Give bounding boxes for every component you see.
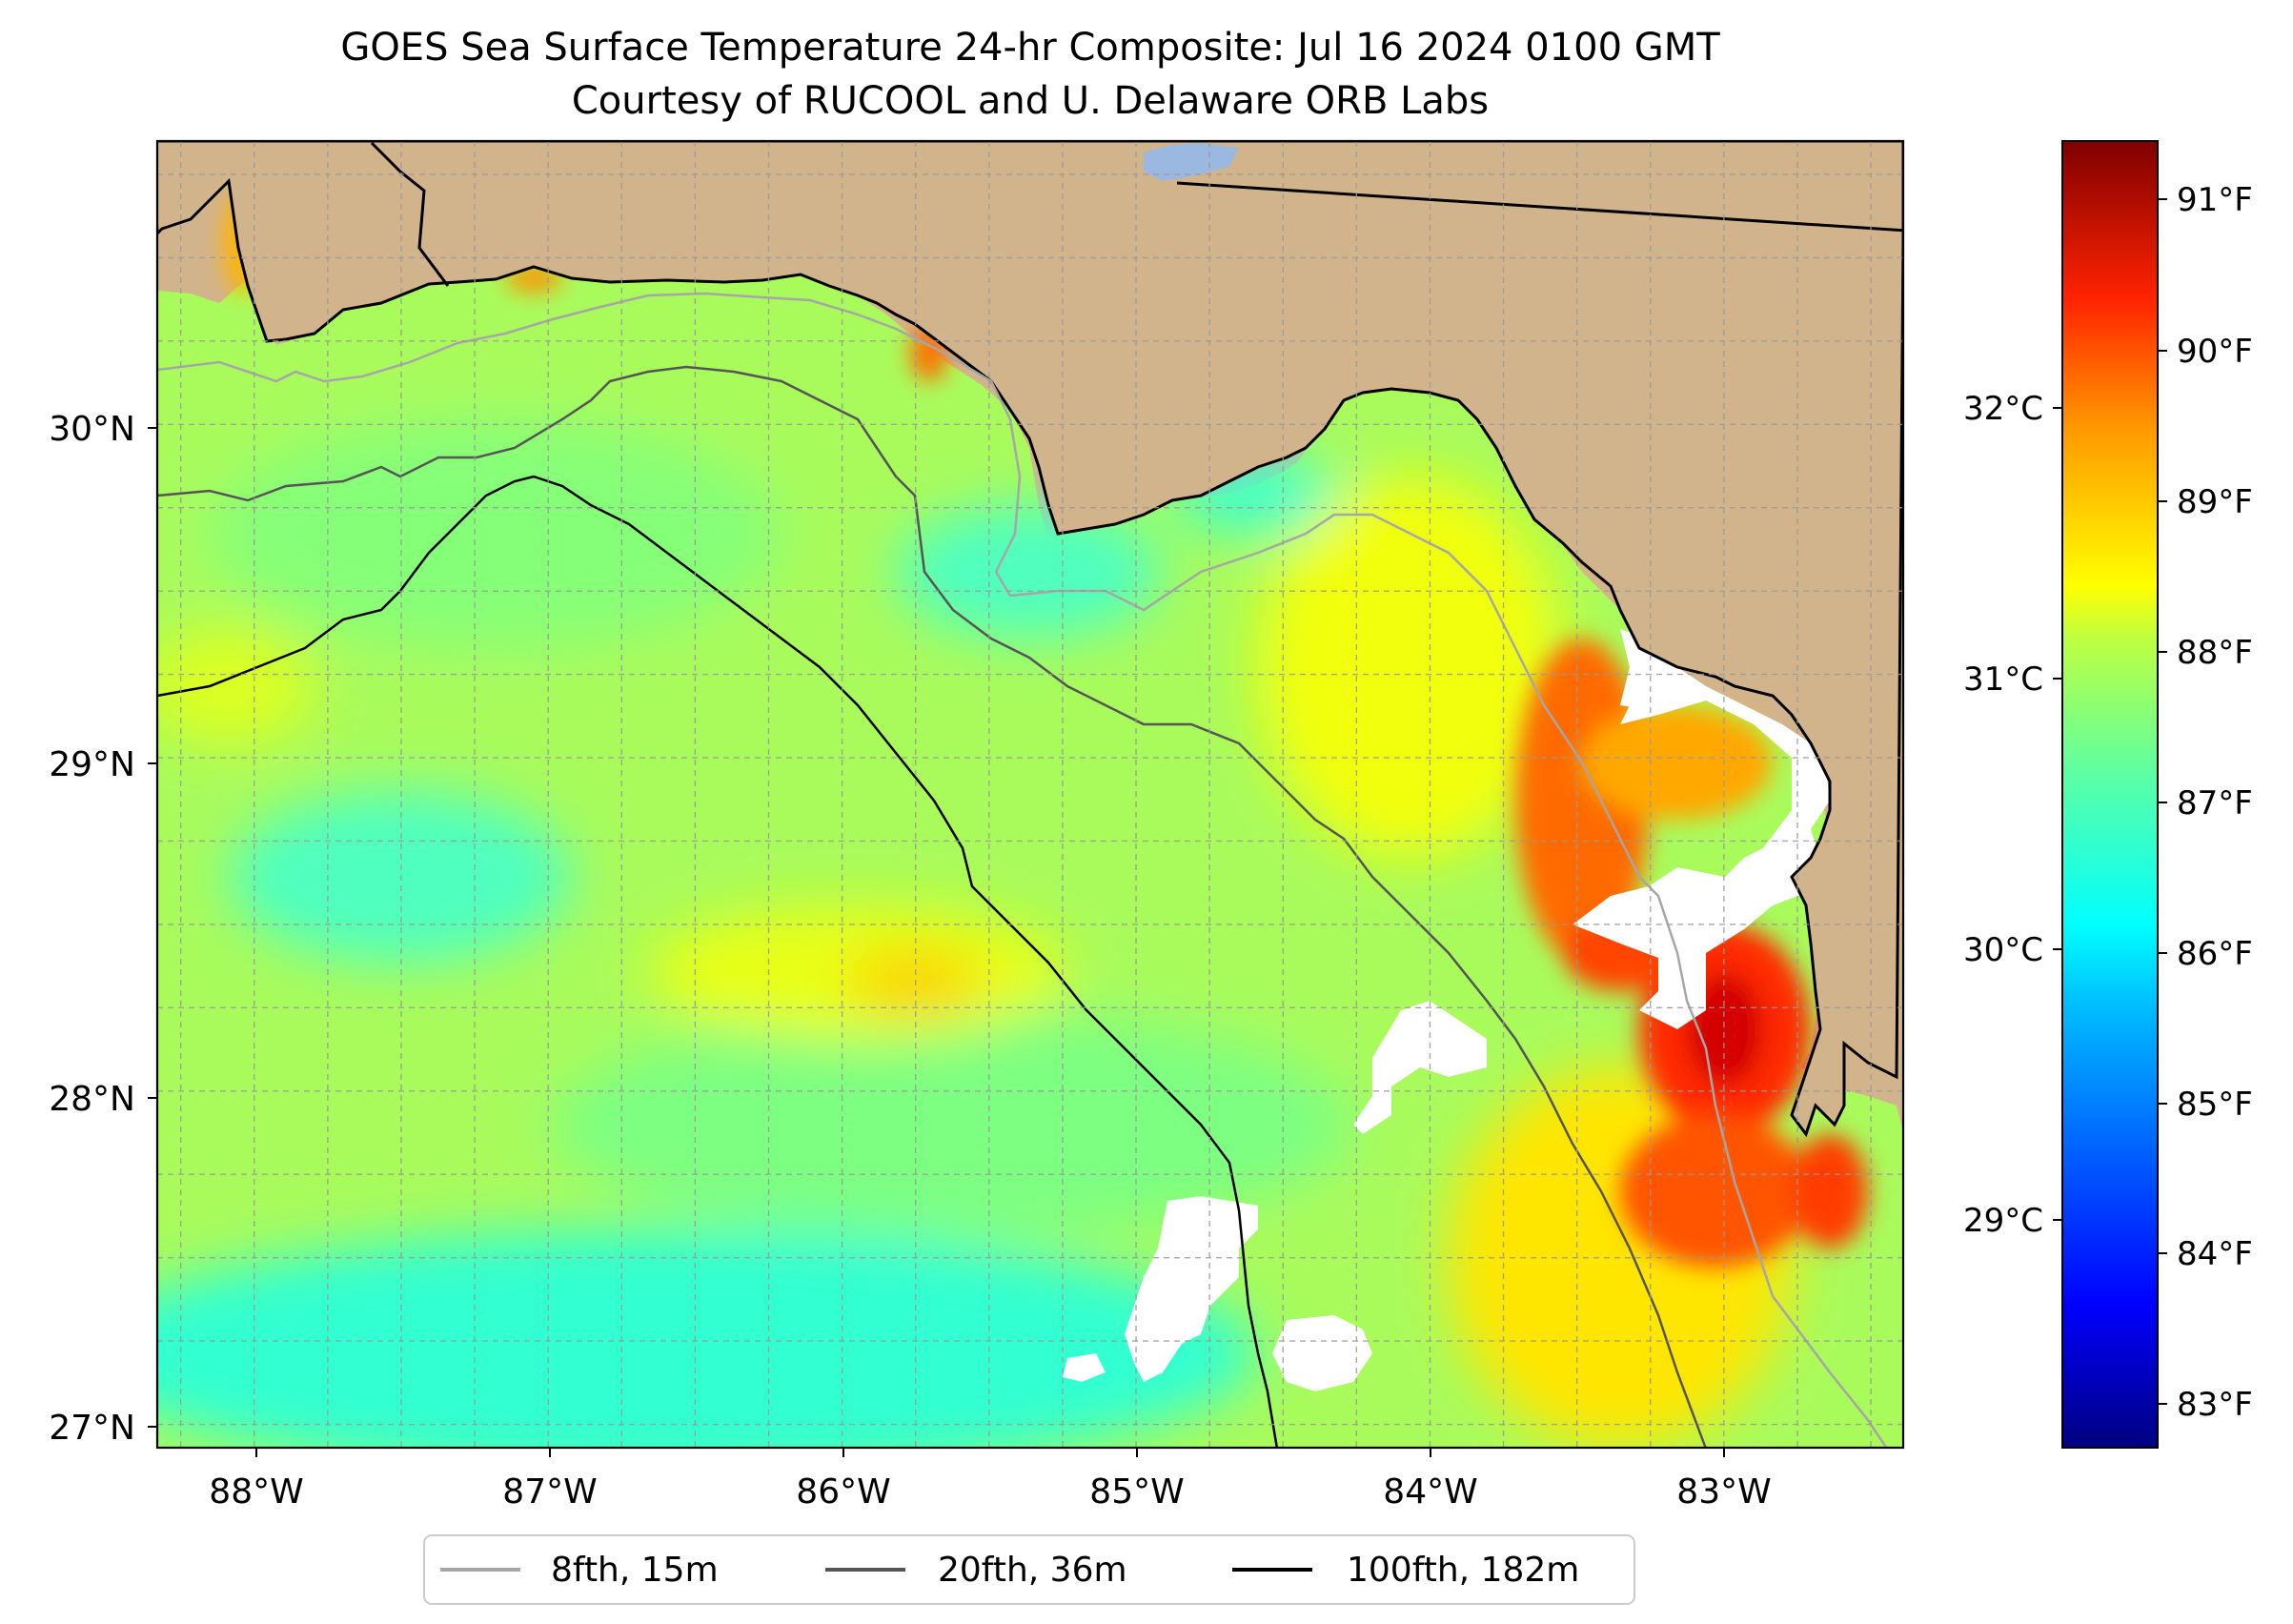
colorbar: 91°F 90°F 89°F 88°F 87°F 86°F 85°F 84°F … bbox=[1963, 140, 2253, 1449]
contour-8fth bbox=[157, 292, 1888, 1448]
title-line1: GOES Sea Surface Temperature 24-hr Compo… bbox=[340, 26, 1720, 70]
map-area bbox=[157, 141, 1903, 1448]
cool-patch-shelf bbox=[896, 505, 1163, 639]
state-border-west bbox=[370, 141, 450, 287]
cool-patch-west bbox=[229, 791, 572, 963]
lon-axis: 88°W 87°W 86°W 85°W 84°W 83°W bbox=[209, 1448, 1772, 1512]
green-band-mid bbox=[553, 1010, 1353, 1239]
lon-tick-label: 86°W bbox=[796, 1472, 890, 1512]
contour-100fth bbox=[157, 475, 1279, 1448]
f-tick-label: 89°F bbox=[2177, 483, 2253, 521]
c-tick-label: 31°C bbox=[1963, 660, 2043, 699]
hot-patch-south bbox=[1620, 1115, 1811, 1268]
warm-patch-west bbox=[157, 629, 315, 743]
f-tick-label: 83°F bbox=[2177, 1386, 2253, 1424]
no-data-mid bbox=[1353, 1001, 1487, 1134]
legend-label-20fth: 20fth, 36m bbox=[938, 1551, 1127, 1590]
orange-patch-center bbox=[848, 953, 982, 1010]
state-border bbox=[1176, 181, 1903, 233]
lon-tick-label: 85°W bbox=[1089, 1472, 1184, 1512]
lake bbox=[1144, 143, 1239, 181]
lon-tick-label: 87°W bbox=[502, 1472, 597, 1512]
colorbar-gradient bbox=[2061, 140, 2159, 1449]
c-tick-label: 32°C bbox=[1963, 390, 2043, 428]
f-tick-label: 90°F bbox=[2177, 333, 2253, 371]
c-tick-label: 29°C bbox=[1963, 1202, 2043, 1240]
no-data-shelf-oval bbox=[1272, 1315, 1372, 1391]
colorbar-c-ticks: 32°C 31°C 30°C 29°C bbox=[1963, 390, 2062, 1240]
f-tick-label: 86°F bbox=[2177, 935, 2253, 973]
f-tick-label: 85°F bbox=[2177, 1086, 2253, 1124]
cool-band-south bbox=[157, 1229, 1258, 1448]
f-tick-label: 91°F bbox=[2177, 181, 2253, 219]
hot-patch-bigbend-2 bbox=[1582, 705, 1773, 820]
lon-tick-label: 88°W bbox=[209, 1472, 303, 1512]
map-frame bbox=[155, 139, 1905, 1450]
lat-tick-label: 29°N bbox=[49, 745, 135, 784]
legend: 8fth, 15m 20fth, 36m 100fth, 182m bbox=[423, 1534, 1635, 1605]
colorbar-f-ticks: 91°F 90°F 89°F 88°F 87°F 86°F 85°F 84°F … bbox=[2158, 181, 2253, 1424]
no-data-small bbox=[1063, 1353, 1106, 1382]
hot-patch-coast bbox=[1792, 1134, 1868, 1248]
c-tick-label: 30°C bbox=[1963, 931, 2043, 969]
warm-patch-east-shelf bbox=[1258, 477, 1563, 858]
lon-tick-label: 83°W bbox=[1676, 1472, 1771, 1512]
lat-tick-label: 27°N bbox=[49, 1409, 135, 1448]
land-alabama-west-florida bbox=[157, 141, 1903, 1138]
f-tick-label: 88°F bbox=[2177, 634, 2253, 672]
land bbox=[157, 141, 1903, 1138]
legend-box bbox=[423, 1534, 1635, 1605]
lat-axis: 30°N 29°N 28°N 27°N bbox=[49, 410, 157, 1448]
lon-tick-label: 84°W bbox=[1383, 1472, 1477, 1512]
legend-label-100fth: 100fth, 182m bbox=[1347, 1551, 1579, 1590]
f-tick-label: 84°F bbox=[2177, 1235, 2253, 1273]
legend-label-8fth: 8fth, 15m bbox=[551, 1551, 719, 1590]
lat-tick-label: 30°N bbox=[49, 410, 135, 449]
lat-tick-label: 28°N bbox=[49, 1080, 135, 1119]
no-data-bigbend bbox=[1573, 624, 1830, 1029]
f-tick-label: 87°F bbox=[2177, 784, 2253, 822]
no-data-shelf-south bbox=[1125, 1196, 1258, 1382]
title-line2: Courtesy of RUCOOL and U. Delaware ORB L… bbox=[572, 79, 1489, 123]
gridlines bbox=[157, 141, 1903, 1448]
